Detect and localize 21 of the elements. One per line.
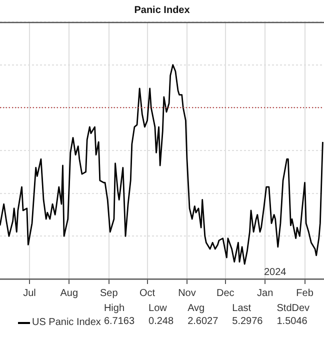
x-tick-label: Oct [139, 288, 156, 299]
text: 6.7163 [104, 315, 135, 328]
x-tick-label: Aug [60, 288, 78, 299]
text: Last [232, 302, 252, 315]
text: 0.248 [148, 315, 174, 328]
x-tick-label: Jul [23, 288, 36, 299]
legend-label: US Panic Index [31, 317, 101, 328]
text: 2.6027 [188, 315, 218, 328]
text: 1.5046 [276, 315, 308, 328]
annotation: 2024 [264, 266, 287, 278]
chart-title: Panic Index [134, 4, 190, 16]
x-tick-label: Nov [178, 288, 196, 299]
text: High [104, 302, 125, 315]
x-tick-label: Dec [216, 288, 234, 299]
text: 5.2976 [232, 315, 263, 328]
x-tick-label: Jan [257, 288, 274, 299]
text: StdDev [276, 302, 310, 315]
x-tick-label: Sep [100, 288, 118, 299]
text: Avg [188, 302, 205, 315]
text: Low [148, 302, 167, 315]
x-tick-label: Feb [296, 288, 314, 299]
